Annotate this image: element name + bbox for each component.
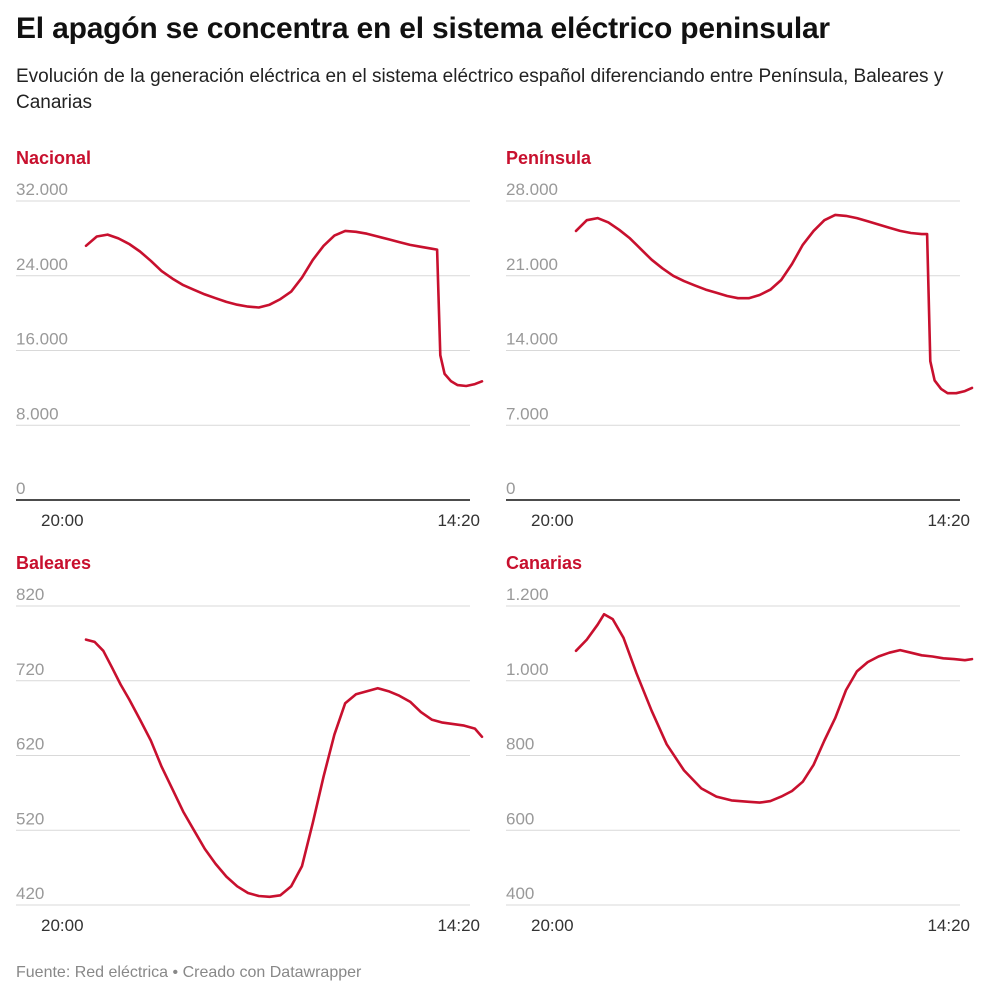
- x-tick-label: 14:20: [927, 511, 970, 530]
- panel-baleares: Baleares 420 520 620 720 820 20:00 14:20: [16, 553, 484, 953]
- y-tick-label: 0: [16, 479, 25, 498]
- chart-svg-peninsula: 0 7.000 14.000 21.000 28.000 20:00 14:20: [506, 180, 974, 530]
- y-tick-label: 8.000: [16, 404, 59, 423]
- series-line: [574, 612, 974, 804]
- y-tick-label: 32.000: [16, 180, 68, 199]
- panel-peninsula: Península 0 7.000 14.000 21.000 28.000 20:00 1…: [506, 148, 974, 548]
- y-tick-label: 7.000: [506, 404, 549, 423]
- y-tick-label: 14.000: [506, 330, 558, 349]
- panel-title: Península: [506, 148, 592, 168]
- panel-nacional: Nacional 0 8.000 16.000 24.000 32.000 20:00 14…: [16, 148, 484, 548]
- chart-subtitle: Evolución de la generación eléctrica en …: [16, 66, 944, 113]
- panel-title: Baleares: [16, 553, 92, 573]
- chart-title: El apagón se concentra en el sistema elé…: [16, 12, 830, 45]
- chart-svg-baleares: 420 520 620 720 820 20:00 14:20: [16, 585, 484, 935]
- x-tick-label: 14:20: [927, 916, 970, 935]
- y-tick-label: 0: [506, 479, 515, 498]
- panel-title: Canarias: [506, 553, 583, 573]
- x-tick-label: 14:20: [437, 916, 480, 935]
- y-tick-label: 1.000: [506, 660, 549, 679]
- panel-canarias: Canarias 400 600 800 1.000 1.200 20:00 14:20: [506, 553, 974, 953]
- series-line: [84, 638, 484, 899]
- y-tick-label: 620: [16, 735, 44, 754]
- x-tick-label: 20:00: [531, 916, 574, 935]
- x-tick-label: 20:00: [41, 511, 84, 530]
- x-tick-label: 20:00: [531, 511, 574, 530]
- series-line: [84, 229, 484, 388]
- y-tick-label: 24.000: [16, 255, 68, 274]
- x-tick-label: 20:00: [41, 916, 84, 935]
- x-tick-label: 14:20: [437, 511, 480, 530]
- y-tick-label: 28.000: [506, 180, 558, 199]
- y-tick-label: 720: [16, 660, 44, 679]
- chart-svg-nacional: 0 8.000 16.000 24.000 32.000 20:00 14:20: [16, 180, 484, 530]
- y-tick-label: 420: [16, 884, 44, 903]
- series-line: [574, 213, 974, 395]
- y-tick-label: 16.000: [16, 330, 68, 349]
- source-note: Fuente: Red eléctrica • Creado con Dataw…: [16, 964, 362, 981]
- y-tick-label: 800: [506, 735, 534, 754]
- y-tick-label: 21.000: [506, 255, 558, 274]
- chart-svg-canarias: 400 600 800 1.000 1.200 20:00 14:20: [506, 585, 974, 935]
- y-tick-label: 520: [16, 809, 44, 828]
- y-tick-label: 1.200: [506, 585, 549, 604]
- panel-title: Nacional: [16, 148, 92, 168]
- y-tick-label: 600: [506, 809, 534, 828]
- y-tick-label: 400: [506, 884, 534, 903]
- y-tick-label: 820: [16, 585, 44, 604]
